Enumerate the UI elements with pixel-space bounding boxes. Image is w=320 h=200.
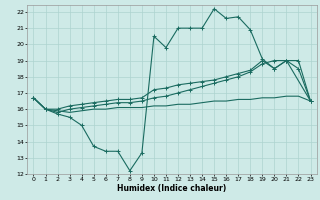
X-axis label: Humidex (Indice chaleur): Humidex (Indice chaleur) (117, 184, 227, 193)
